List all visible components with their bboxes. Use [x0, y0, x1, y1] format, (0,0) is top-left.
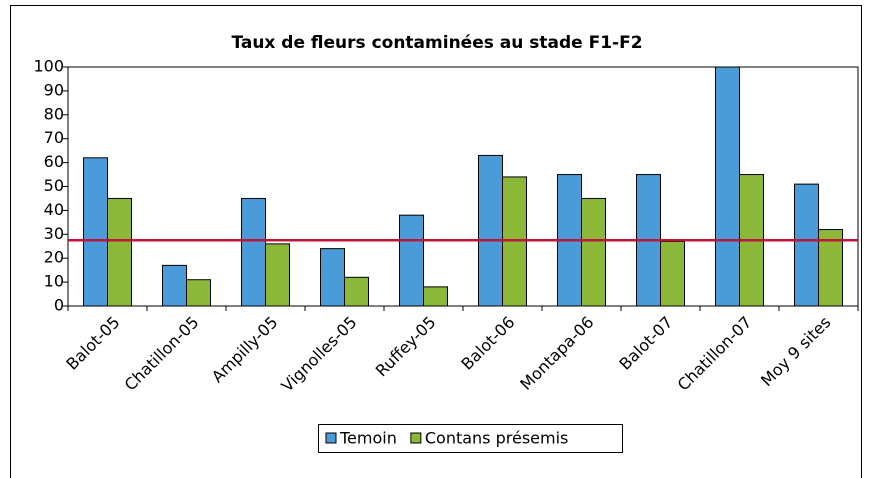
- x-tick-label: Ruffey-05: [372, 313, 440, 381]
- bar: [660, 240, 685, 307]
- y-tick-label: 0: [54, 296, 64, 315]
- y-tick-label: 40: [44, 200, 64, 219]
- bar: [794, 183, 819, 307]
- bar: [423, 286, 448, 307]
- y-tick-label: 10: [44, 272, 64, 291]
- bar: [162, 264, 187, 307]
- bar: [818, 229, 843, 307]
- x-tick-label: Balot-06: [457, 313, 518, 374]
- bar: [107, 197, 132, 307]
- legend: Temoin Contans présemis: [318, 424, 623, 453]
- legend-swatch: [410, 432, 422, 444]
- legend-label: Temoin: [339, 429, 397, 448]
- x-tick-label: Moy 9 sites: [757, 313, 835, 391]
- y-tick-label: 20: [44, 248, 64, 267]
- bar: [399, 214, 424, 307]
- legend-label: Contans présemis: [425, 429, 569, 448]
- chart-title: Taux de fleurs contaminées au stade F1-F…: [231, 33, 642, 53]
- y-tick-label: 60: [44, 152, 64, 171]
- x-tick-label: Ampilly-05: [208, 313, 282, 387]
- y-tick-label: 30: [44, 224, 64, 243]
- bar: [241, 197, 266, 307]
- bar: [320, 248, 345, 307]
- y-tick-label: 70: [44, 128, 64, 147]
- x-tick-label: Chatillon-05: [121, 313, 203, 395]
- y-tick-label: 100: [33, 57, 64, 76]
- x-tick-label: Balot-07: [615, 313, 676, 374]
- bar: [478, 154, 503, 307]
- x-tick-label: Chatillon-07: [674, 313, 756, 395]
- bar: [83, 157, 108, 307]
- legend-box: [318, 424, 623, 453]
- x-tick-label: Balot-05: [62, 313, 123, 374]
- x-tick-label: Montapa-06: [516, 313, 597, 394]
- x-tick-label: Vignolles-05: [278, 313, 361, 396]
- bar: [344, 276, 369, 307]
- y-tick-label: 90: [44, 80, 64, 99]
- y-tick-label: 80: [44, 104, 64, 123]
- chart-frame: [10, 5, 862, 478]
- bar: [186, 279, 211, 307]
- legend-swatch: [325, 432, 337, 444]
- bar: [715, 66, 740, 307]
- bar: [581, 197, 606, 307]
- y-tick-label: 50: [44, 176, 64, 195]
- bar: [265, 243, 290, 307]
